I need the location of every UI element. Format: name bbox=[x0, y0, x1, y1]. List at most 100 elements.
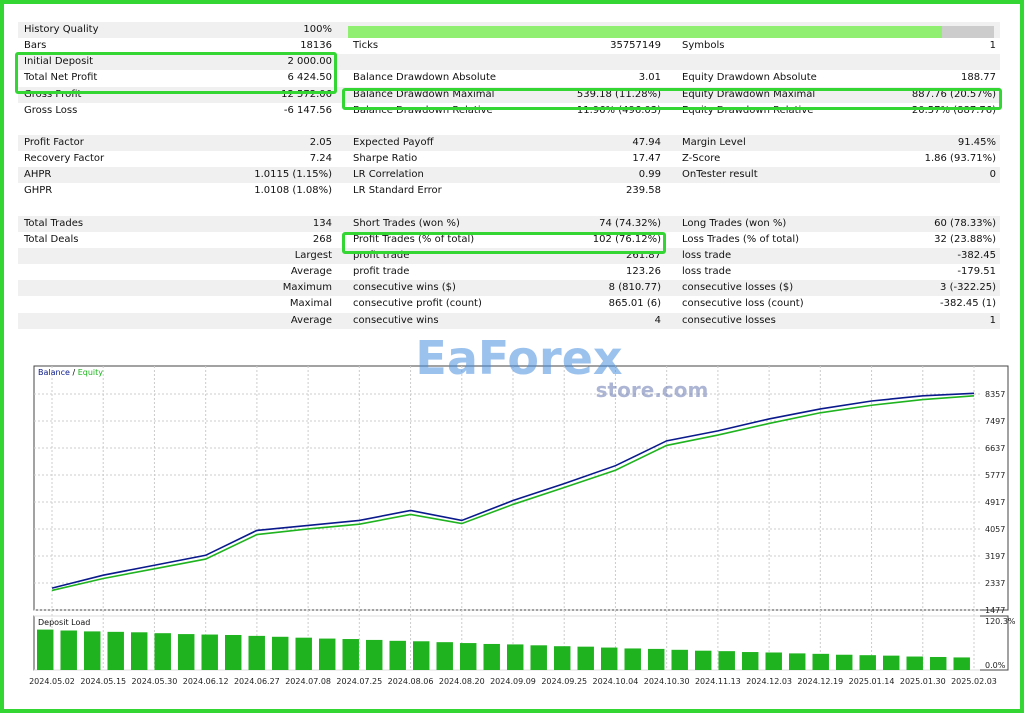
bar bbox=[695, 650, 712, 670]
stat-value: 8 (810.77) bbox=[608, 282, 661, 293]
stat-value: -382.45 (1) bbox=[940, 298, 996, 309]
y-tick-label: 6637 bbox=[985, 444, 1005, 453]
stat-value: 6 424.50 bbox=[287, 72, 332, 83]
chart-title: Deposit Load bbox=[38, 618, 90, 627]
stat-label: Sharpe Ratio bbox=[353, 153, 418, 164]
x-tick-label: 2025.02.03 bbox=[951, 677, 997, 686]
stat-value: 47.94 bbox=[632, 137, 661, 148]
bar bbox=[131, 632, 148, 670]
stat-value: 0.99 bbox=[638, 169, 661, 180]
bar bbox=[836, 654, 853, 670]
stat-label: consecutive losses ($) bbox=[682, 282, 794, 293]
y-tick-label: 2337 bbox=[985, 579, 1005, 588]
report-row: Total Deals 268 Profit Trades (% of total)… bbox=[18, 232, 1000, 248]
watermark-site: store.com bbox=[596, 378, 709, 402]
bar bbox=[60, 630, 77, 670]
stat-label: loss trade bbox=[682, 250, 732, 261]
bar bbox=[483, 643, 500, 670]
stat-label: Total Deals bbox=[24, 234, 79, 245]
charts: 1477 2337 3197 4057 4917 5777 6637 7497 8357 Bala… bbox=[29, 331, 1016, 686]
bar bbox=[248, 635, 265, 670]
stat-value: Average bbox=[290, 266, 332, 277]
bar bbox=[107, 631, 124, 670]
stat-value: 865.01 (6) bbox=[608, 298, 661, 309]
stat-value: 123.26 bbox=[626, 266, 661, 277]
stat-label: consecutive wins bbox=[353, 315, 439, 326]
y-tick-label: 4057 bbox=[985, 525, 1005, 534]
stat-label: Symbols bbox=[682, 40, 725, 51]
y-tick-label: 4917 bbox=[985, 498, 1005, 507]
stat-label: Balance Drawdown Relative bbox=[353, 105, 493, 116]
bar bbox=[530, 645, 547, 670]
stat-value: 2 000.00 bbox=[287, 56, 332, 67]
stat-label: Loss Trades (% of total) bbox=[682, 234, 800, 245]
x-tick-label: 2024.08.20 bbox=[439, 677, 485, 686]
series-line bbox=[51, 395, 975, 592]
stat-label: Short Trades (won %) bbox=[353, 218, 460, 229]
bar bbox=[883, 655, 900, 670]
stat-value: Maximum bbox=[282, 282, 332, 293]
bar bbox=[389, 640, 406, 670]
stat-label: Bars bbox=[24, 40, 47, 51]
stat-label: Gross Profit bbox=[24, 89, 82, 100]
highlight bbox=[342, 88, 1002, 110]
stat-value: Average bbox=[290, 315, 332, 326]
stat-label: Balance Drawdown Maximal bbox=[353, 89, 495, 100]
report-row: Maximal consecutive profit (count) 865.01 … bbox=[18, 296, 1000, 312]
stat-value: 17.47 bbox=[632, 153, 661, 164]
bar bbox=[859, 655, 876, 670]
stat-value: 0 bbox=[989, 169, 996, 180]
stat-value: 35757149 bbox=[610, 40, 661, 51]
legend-entry: Balance bbox=[38, 368, 70, 377]
report-row: Total Net Profit 6 424.50 Balance Drawdown… bbox=[18, 70, 1000, 86]
x-tick-label: 2024.08.06 bbox=[388, 677, 434, 686]
bar bbox=[812, 653, 829, 670]
bar bbox=[154, 633, 171, 670]
stat-label: loss trade bbox=[682, 266, 732, 277]
bar bbox=[84, 631, 101, 670]
report-row: Total Trades 134 Short Trades (won %) 74 (7… bbox=[18, 216, 1000, 232]
x-tick-label: 2024.05.30 bbox=[132, 677, 178, 686]
stat-value: 887.76 (20.57%) bbox=[911, 89, 996, 100]
stat-label: AHPR bbox=[24, 169, 52, 180]
stat-label: Initial Deposit bbox=[24, 56, 94, 67]
bar bbox=[507, 644, 524, 670]
legend-entry: Equity bbox=[78, 368, 104, 377]
report-row: Bars 18136 Ticks 35757149 Symbols 1 bbox=[18, 38, 1000, 54]
series-line bbox=[51, 392, 975, 589]
report-row: Initial Deposit 2 000.00 bbox=[18, 54, 1000, 70]
watermark-brand: EaForex bbox=[415, 331, 622, 385]
x-tick-label: 2024.09.25 bbox=[541, 677, 587, 686]
stat-label: Total Trades bbox=[24, 218, 84, 229]
stat-label: Margin Level bbox=[682, 137, 746, 148]
stat-value: 3.01 bbox=[638, 72, 661, 83]
stat-value: -179.51 bbox=[957, 266, 996, 277]
stat-label: OnTester result bbox=[682, 169, 758, 180]
y-tick-label: 120.3% bbox=[985, 617, 1016, 626]
stat-value: -382.45 bbox=[957, 250, 996, 261]
stat-label: Ticks bbox=[353, 40, 379, 51]
highlight bbox=[15, 52, 337, 94]
y-tick-label: 8357 bbox=[985, 390, 1005, 399]
stat-label: Z-Score bbox=[682, 153, 721, 164]
stat-value: 188.77 bbox=[961, 72, 996, 83]
stat-label: consecutive loss (count) bbox=[682, 298, 804, 309]
stat-value: 1.0108 (1.08%) bbox=[254, 185, 332, 196]
bar bbox=[718, 651, 735, 670]
bar bbox=[37, 629, 54, 670]
bar bbox=[624, 648, 641, 670]
stat-label: Profit Trades (% of total) bbox=[353, 234, 475, 245]
stat-value: 1.0115 (1.15%) bbox=[254, 169, 332, 180]
stat-label: consecutive wins ($) bbox=[353, 282, 456, 293]
chart-frame bbox=[33, 365, 1009, 611]
bar bbox=[319, 638, 336, 670]
stat-value: 539.18 (11.28%) bbox=[576, 89, 661, 100]
stat-value: 134 bbox=[312, 218, 332, 229]
bar bbox=[460, 643, 477, 670]
bar bbox=[342, 639, 359, 670]
stat-label: Long Trades (won %) bbox=[682, 218, 787, 229]
bar bbox=[577, 646, 594, 670]
report-row: Profit Factor 2.05 Expected Payoff 47.94 Mar… bbox=[18, 135, 1000, 151]
x-tick-label: 2024.06.27 bbox=[234, 677, 280, 686]
stat-value: 11.96% (496.03) bbox=[576, 105, 661, 116]
